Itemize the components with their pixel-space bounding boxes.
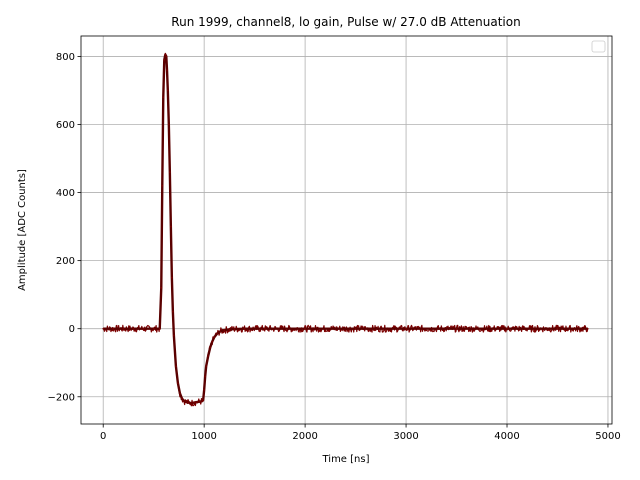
data-point [191, 402, 193, 404]
x-tick-label: 0 [100, 431, 106, 442]
data-point [195, 401, 197, 404]
x-tick-label: 4000 [494, 431, 519, 442]
data-point [205, 365, 207, 367]
data-point [132, 327, 135, 330]
x-axis-label: Time [ns] [321, 454, 369, 465]
data-point [142, 327, 145, 330]
data-point [187, 401, 189, 404]
series-group [102, 52, 589, 407]
data-point [556, 327, 559, 330]
x-tick-label: 1000 [191, 431, 216, 442]
y-tick-label: −200 [48, 392, 75, 403]
data-point [189, 402, 191, 404]
data-point [152, 327, 155, 330]
data-point [167, 89, 169, 92]
data-point [185, 401, 187, 403]
data-point [170, 225, 172, 228]
data-point [204, 375, 206, 378]
data-point [202, 399, 204, 401]
data-point [211, 340, 214, 343]
data-point [181, 397, 183, 400]
data-point [209, 346, 212, 349]
data-point [183, 400, 185, 402]
y-tick-label: 400 [56, 188, 75, 199]
data-point [207, 355, 209, 357]
data-point [586, 327, 589, 330]
data-point [199, 400, 201, 403]
data-point [161, 184, 164, 187]
data-point [263, 327, 266, 330]
y-axis-label: Amplitude [ADC Counts] [17, 169, 28, 291]
ticks: 0 1000 2000 3000 4000 5000 −200 0 200 400 600 800 [48, 52, 621, 442]
data-point [164, 53, 167, 56]
x-tick-label: 2000 [292, 431, 317, 442]
data-point [166, 69, 168, 71]
y-tick-label: 600 [56, 120, 75, 131]
data-point [455, 327, 458, 330]
data-point [169, 171, 171, 173]
data-point [168, 123, 170, 126]
data-point [197, 401, 199, 403]
data-point [228, 328, 231, 331]
data-point [216, 332, 219, 335]
data-point [243, 327, 246, 330]
data-point [203, 389, 205, 391]
data-point [219, 330, 222, 333]
data-point [213, 336, 216, 339]
data-point [171, 276, 173, 279]
data-point [165, 55, 168, 58]
data-point [163, 59, 166, 61]
y-tick-label: 0 [69, 324, 75, 335]
data-point [172, 310, 174, 313]
data-point [175, 365, 177, 367]
data-point [177, 382, 179, 384]
data-point [112, 327, 115, 330]
data-point [506, 327, 508, 330]
data-point [158, 327, 161, 330]
data-point [233, 328, 236, 330]
y-tick-label: 200 [56, 256, 75, 267]
data-point [102, 327, 105, 330]
y-tick-label: 800 [56, 52, 75, 63]
data-point [173, 334, 175, 337]
data-point [193, 401, 195, 404]
data-point [405, 327, 407, 330]
data-point [122, 327, 125, 330]
chart-title: Run 1999, channel8, lo gain, Pulse w/ 27… [171, 15, 520, 29]
legend-box [591, 40, 606, 53]
data-point [160, 287, 163, 289]
data-point [354, 327, 357, 330]
data-point [223, 329, 226, 331]
x-tick-label: 5000 [595, 431, 620, 442]
data-point [162, 96, 165, 99]
x-tick-label: 3000 [393, 431, 418, 442]
data-point [304, 327, 306, 330]
data-point [201, 400, 203, 403]
data-point [179, 392, 181, 395]
plot-frame [80, 35, 613, 425]
